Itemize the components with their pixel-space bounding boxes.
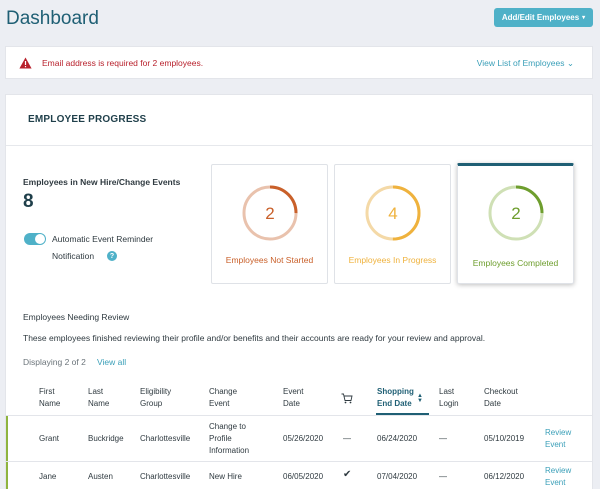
panel-title: EMPLOYEE PROGRESS xyxy=(28,114,147,125)
review-event-link-l1: Review xyxy=(545,428,572,437)
card-completed[interactable]: 2 Employees Completed xyxy=(457,163,574,284)
review-event-link-l2: Event xyxy=(545,478,566,487)
col-shopping-end-l1: Shopping xyxy=(377,387,414,396)
col-event-date-l2: Date xyxy=(283,399,300,408)
review-event-link[interactable]: Review Event xyxy=(545,427,571,451)
progress-ring-completed: 2 xyxy=(488,185,544,241)
review-event-link[interactable]: Review Event xyxy=(545,465,571,489)
view-list-of-employees-link[interactable]: View List of Employees ⌄ xyxy=(477,58,574,69)
events-label: Employees in New Hire/Change Events xyxy=(23,177,181,187)
cell-first-name: Grant xyxy=(39,434,60,443)
col-eligibility-l1: Eligibility xyxy=(140,387,172,396)
progress-ring-not-started: 2 xyxy=(242,185,298,241)
col-first-name-l2: Name xyxy=(39,399,61,408)
progress-ring-in-progress: 4 xyxy=(365,185,421,241)
reminder-toggle[interactable] xyxy=(24,233,46,245)
col-event-date-l1: Event xyxy=(283,387,304,396)
cell-change-event-l2: Profile xyxy=(209,434,232,443)
cell-last-name: Buckridge xyxy=(88,434,124,443)
col-change-event: Change Event xyxy=(209,386,237,410)
alert-message: Email address is required for 2 employee… xyxy=(42,58,204,68)
cell-first-name: Jane xyxy=(39,472,57,481)
cell-event-date: 06/05/2020 xyxy=(283,472,324,481)
col-last-login-l2: Login xyxy=(439,399,459,408)
events-count: 8 xyxy=(23,191,34,212)
col-event-date: Event Date xyxy=(283,386,303,410)
review-description: These employees finished reviewing their… xyxy=(23,333,486,343)
review-event-link-l2: Event xyxy=(545,440,566,449)
col-shopping-end-l2: End Date xyxy=(377,399,412,408)
col-change-event-l2: Event xyxy=(209,399,230,408)
card-in-progress[interactable]: 4 Employees In Progress xyxy=(334,164,451,284)
col-checkout-l1: Checkout xyxy=(484,387,518,396)
col-eligibility-group: Eligibility Group xyxy=(140,386,171,410)
caret-down-icon: ▾ xyxy=(582,15,586,21)
cell-change-event: New Hire xyxy=(209,472,242,481)
employee-progress-panel: EMPLOYEE PROGRESS Employees in New Hire/… xyxy=(5,94,593,489)
review-event-link-l1: Review xyxy=(545,466,572,475)
cell-event-date: 05/26/2020 xyxy=(283,434,324,443)
cell-checkout-date: 06/12/2020 xyxy=(484,472,525,481)
count-in-progress: 4 xyxy=(388,204,397,223)
reminder-label: Automatic Event Reminder xyxy=(52,234,154,244)
cell-last-name: Austen xyxy=(88,472,113,481)
divider xyxy=(6,145,592,146)
count-not-started: 2 xyxy=(265,204,274,223)
cell-shopping-end-date: 07/04/2020 xyxy=(377,472,418,481)
toggle-knob xyxy=(35,234,45,244)
cell-last-login: — xyxy=(439,434,447,443)
col-eligibility-l2: Group xyxy=(140,399,163,408)
col-first-name-l1: First xyxy=(39,387,55,396)
cart-icon xyxy=(341,393,353,404)
col-last-login: Last Login xyxy=(439,386,459,410)
table-row: Jane Austen Charlottesville New Hire 06/… xyxy=(6,461,592,489)
card-not-started[interactable]: 2 Employees Not Started xyxy=(211,164,328,284)
cell-shopping-end-date: 06/24/2020 xyxy=(377,434,418,443)
displaying-count: Displaying 2 of 2 xyxy=(23,357,86,367)
warning-triangle-icon xyxy=(19,57,32,69)
cell-cart: — xyxy=(343,434,351,443)
help-icon[interactable]: ? xyxy=(107,251,117,261)
col-last-name-l1: Last xyxy=(88,387,104,396)
col-last-login-l1: Last xyxy=(439,387,455,396)
label-not-started: Employees Not Started xyxy=(225,255,314,265)
add-edit-employees-button[interactable]: Add/Edit Employees ▾ xyxy=(494,8,593,27)
sort-icon[interactable]: ▲ ▼ xyxy=(417,393,423,404)
col-first-name: First Name xyxy=(39,386,60,410)
cell-change-event: Change to Profile Information xyxy=(209,421,249,457)
cell-last-login: — xyxy=(439,472,447,481)
cell-eligibility: Charlottesville xyxy=(140,434,191,443)
sorted-column-indicator xyxy=(376,413,429,415)
row-accent xyxy=(6,416,8,461)
count-completed: 2 xyxy=(511,204,520,223)
review-section-title: Employees Needing Review xyxy=(23,312,130,322)
col-checkout-l2: Date xyxy=(484,399,501,408)
col-shopping-end-date[interactable]: Shopping End Date xyxy=(377,386,414,410)
reminder-label-notification: Notification xyxy=(52,251,95,261)
add-edit-employees-label: Add/Edit Employees xyxy=(501,13,580,22)
alert-banner: Email address is required for 2 employee… xyxy=(5,46,593,79)
row-accent xyxy=(6,462,8,489)
label-completed: Employees Completed xyxy=(472,258,559,268)
view-list-label: View List of Employees xyxy=(476,58,565,68)
cell-checkout-date: 05/10/2019 xyxy=(484,434,525,443)
cell-change-event-l3: Information xyxy=(209,446,250,455)
checkmark-icon: ✔ xyxy=(343,469,352,480)
table-row: Grant Buckridge Charlottesville Change t… xyxy=(6,415,592,461)
view-all-link[interactable]: View all xyxy=(97,357,127,367)
chevron-down-icon: ⌄ xyxy=(566,58,574,68)
col-checkout-date: Checkout Date xyxy=(484,386,518,410)
cell-eligibility: Charlottesville xyxy=(140,472,191,481)
page-title: Dashboard xyxy=(6,8,99,29)
col-last-name-l2: Name xyxy=(88,399,110,408)
col-last-name: Last Name xyxy=(88,386,109,410)
label-in-progress: Employees In Progress xyxy=(348,255,437,265)
col-change-event-l1: Change xyxy=(209,387,238,396)
cell-change-event-l1: Change to xyxy=(209,422,246,431)
